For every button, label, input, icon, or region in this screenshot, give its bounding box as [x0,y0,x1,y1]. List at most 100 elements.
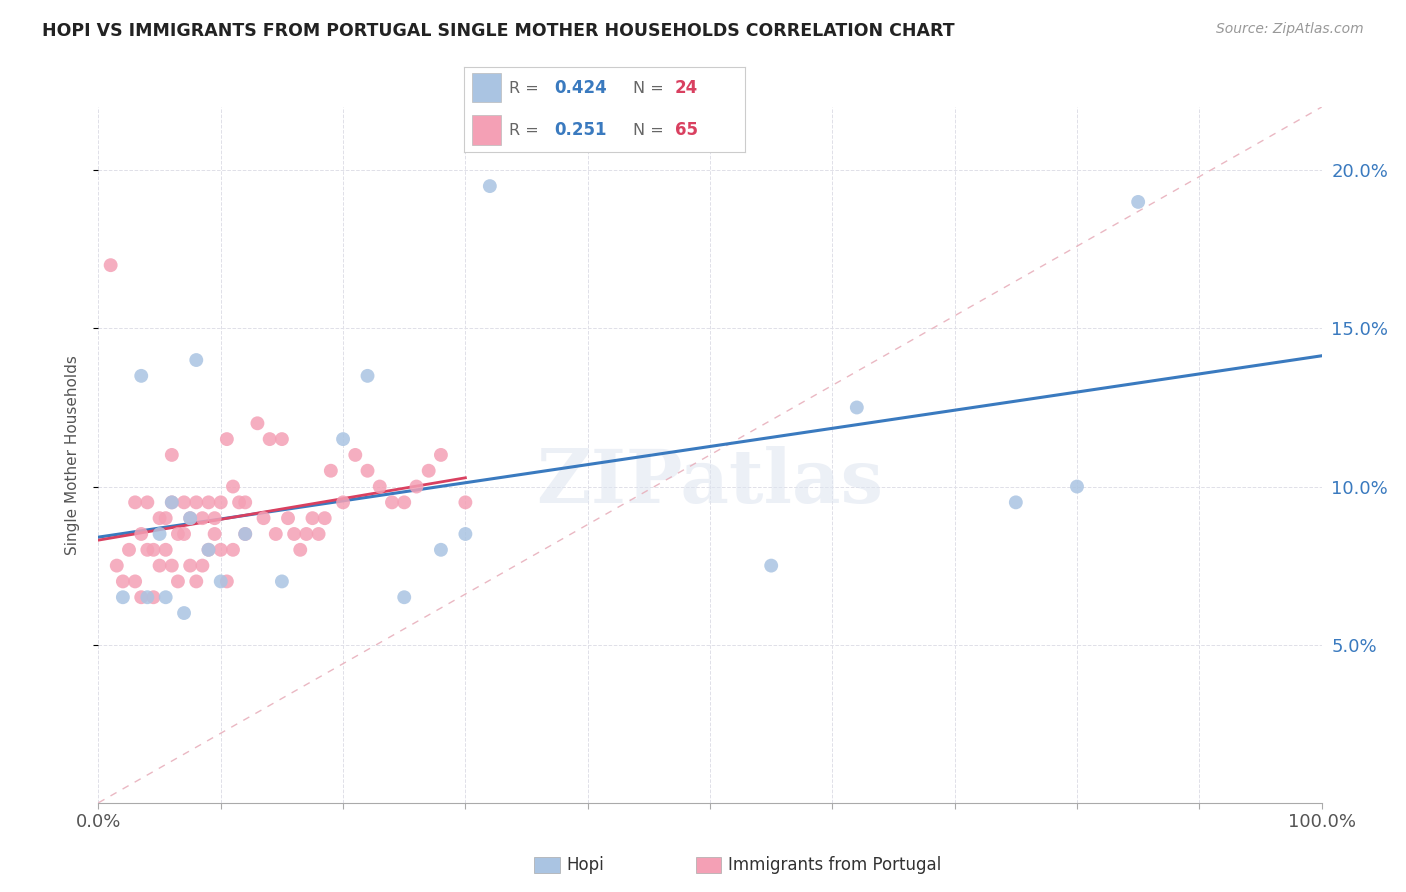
Point [111,574,134,589]
Point [124,574,146,589]
Point [105,558,128,573]
Point [295,527,318,541]
Point [1066,479,1088,493]
Point [160,495,183,509]
Point [155,511,177,525]
Point [204,527,226,541]
Point [1004,495,1026,509]
Point [246,417,269,431]
Point [197,542,219,557]
Point [186,353,208,368]
Point [191,511,214,525]
Point [179,511,201,525]
Point [332,495,354,509]
Point [283,527,305,541]
FancyBboxPatch shape [472,73,501,103]
Point [149,558,172,573]
Point [167,574,190,589]
Point [319,464,342,478]
Text: 0.424: 0.424 [554,79,607,97]
Point [405,479,427,493]
Point [222,542,245,557]
Point [259,432,281,446]
Point [142,542,165,557]
Point [129,527,152,541]
Point [1128,194,1150,209]
Point [845,401,868,415]
Text: ZIPatlas: ZIPatlas [537,446,883,519]
Point [222,479,245,493]
Point [197,542,219,557]
Point [233,495,256,509]
Text: N =: N = [633,123,664,138]
Text: R =: R = [509,80,538,95]
Point [368,479,391,493]
Point [252,511,274,525]
Y-axis label: Single Mother Households: Single Mother Households [65,355,80,555]
Point [136,591,159,605]
Point [124,495,146,509]
Point [270,574,294,589]
Point [392,495,416,509]
Point [478,179,501,194]
Point [179,558,201,573]
Point [209,495,232,509]
Point [149,527,172,541]
Point [277,511,299,525]
Point [142,591,165,605]
Point [290,542,312,557]
Point [215,432,238,446]
Text: Source: ZipAtlas.com: Source: ZipAtlas.com [1216,22,1364,37]
Point [197,495,219,509]
Point [332,432,354,446]
Point [418,464,440,478]
Point [111,591,134,605]
Point [160,558,183,573]
Text: N =: N = [633,80,664,95]
Text: 0.251: 0.251 [554,121,606,139]
Point [173,495,195,509]
Point [314,511,336,525]
Point [430,542,453,557]
Point [233,527,256,541]
Point [155,591,177,605]
FancyBboxPatch shape [472,115,501,145]
Text: Immigrants from Portugal: Immigrants from Portugal [728,856,942,874]
Point [155,542,177,557]
Point [270,432,294,446]
Text: HOPI VS IMMIGRANTS FROM PORTUGAL SINGLE MOTHER HOUSEHOLDS CORRELATION CHART: HOPI VS IMMIGRANTS FROM PORTUGAL SINGLE … [42,22,955,40]
Point [129,591,152,605]
Point [209,542,232,557]
Point [173,606,195,620]
Point [381,495,404,509]
Text: 65: 65 [675,121,697,139]
Point [392,591,416,605]
Point [100,258,122,272]
Text: Hopi: Hopi [567,856,605,874]
Point [179,511,201,525]
Text: 24: 24 [675,79,699,97]
Point [136,542,159,557]
Text: R =: R = [509,123,538,138]
Point [136,495,159,509]
Point [215,574,238,589]
Point [430,448,453,462]
Point [173,527,195,541]
Point [204,511,226,525]
Point [233,527,256,541]
Point [264,527,287,541]
Point [186,495,208,509]
Point [167,527,190,541]
Point [761,558,783,573]
Point [160,448,183,462]
Point [356,368,378,383]
Point [228,495,250,509]
Point [301,511,323,525]
Point [118,542,141,557]
Point [186,574,208,589]
Point [344,448,367,462]
Point [149,511,172,525]
Point [209,574,232,589]
Point [160,495,183,509]
Point [129,368,152,383]
